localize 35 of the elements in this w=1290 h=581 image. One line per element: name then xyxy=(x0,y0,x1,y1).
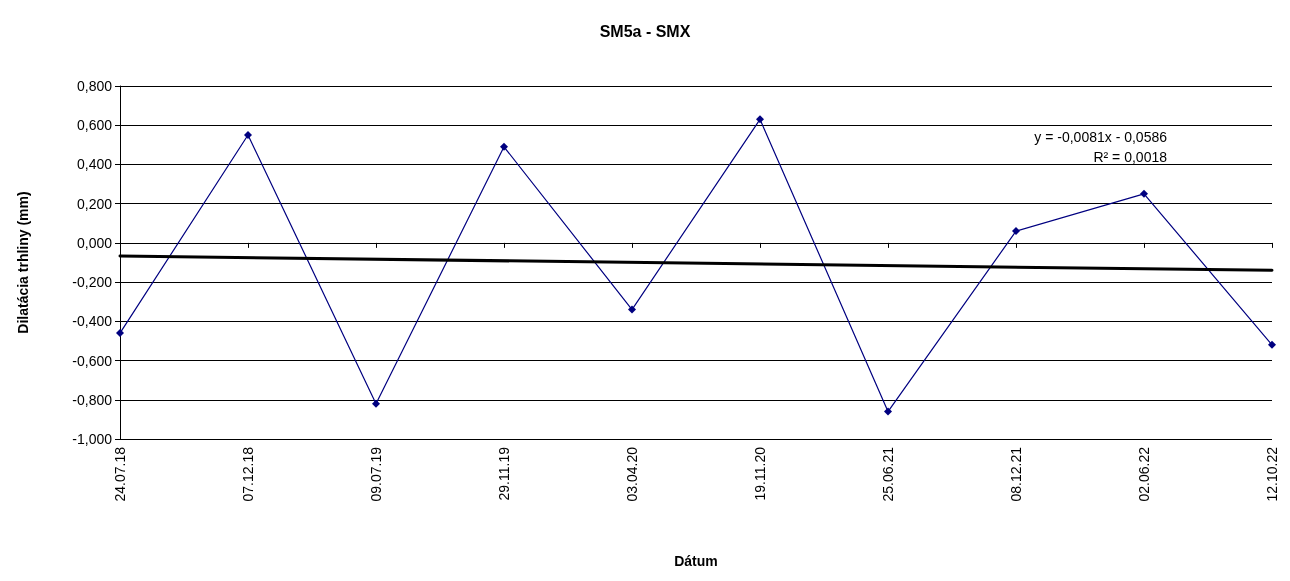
point xyxy=(1268,340,1276,349)
y-tick-label: 0,200 xyxy=(76,195,113,212)
x-tick-label: 25.06.21 xyxy=(880,446,896,502)
x-tick-label: 07.12.18 xyxy=(240,446,256,502)
point xyxy=(372,399,380,408)
point xyxy=(116,329,124,338)
point xyxy=(628,305,636,314)
y-axis-title: Dilatácia trhliny (mm) xyxy=(15,191,31,334)
point xyxy=(244,131,252,140)
y-tick-label: -0,200 xyxy=(72,274,113,291)
x-tick-label: 03.04.20 xyxy=(624,446,640,502)
x-tick-label: 12.10.22 xyxy=(1264,446,1280,502)
point xyxy=(500,142,508,151)
annotation: R² = 0,0018 xyxy=(1093,149,1168,165)
y-tick-label: -0,400 xyxy=(72,313,113,330)
annotation: y = -0,0081x - 0,0586 xyxy=(1034,129,1168,145)
point xyxy=(884,407,892,416)
y-tick-label: 0,400 xyxy=(76,156,113,173)
x-tick-label: 09.07.19 xyxy=(368,446,384,502)
y-tick-label: 0,600 xyxy=(76,117,113,134)
y-tick-label: -1,000 xyxy=(72,431,113,447)
y-tick-label: -0,800 xyxy=(72,391,113,408)
x-tick-label: 29.11.19 xyxy=(496,446,512,501)
point xyxy=(1012,227,1020,236)
x-tick-label: 08.12.21 xyxy=(1008,446,1024,502)
y-tick-label: 0,800 xyxy=(76,78,113,94)
point xyxy=(756,115,764,124)
x-axis-title: Dátum xyxy=(674,553,718,569)
y-tick-label: -0,600 xyxy=(72,352,113,369)
point xyxy=(1140,189,1148,198)
x-tick-label: 19.11.20 xyxy=(752,446,768,501)
chart-title: SM5a - SMX xyxy=(599,22,691,40)
y-tick-label: 0,000 xyxy=(76,234,113,251)
x-tick-label: 24.07.18 xyxy=(112,446,128,502)
x-tick-label: 02.06.22 xyxy=(1136,446,1152,502)
